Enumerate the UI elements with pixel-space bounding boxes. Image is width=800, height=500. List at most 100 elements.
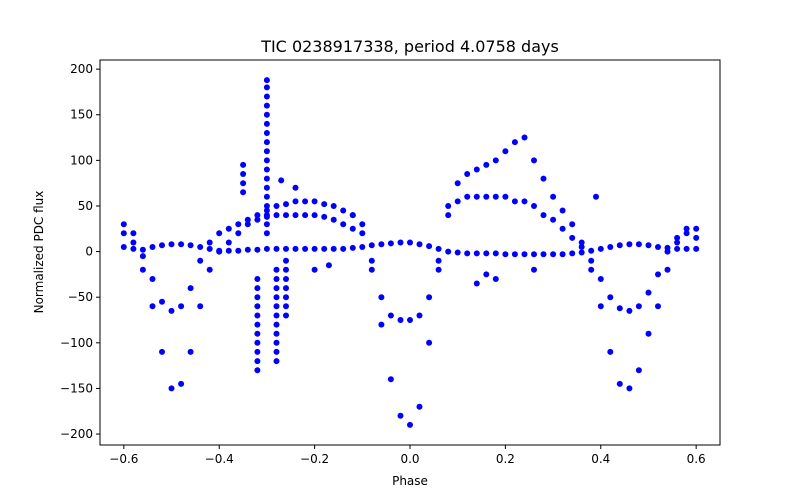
data-point [607, 244, 614, 250]
data-point [511, 139, 518, 146]
data-point [330, 245, 337, 252]
data-point [216, 248, 223, 255]
data-point [302, 198, 309, 205]
x-tick-label: 0.2 [496, 452, 515, 466]
data-point [206, 245, 213, 252]
data-point [407, 239, 413, 246]
data-point [292, 198, 299, 205]
data-point [139, 253, 146, 260]
data-point [511, 198, 518, 205]
data-point [254, 339, 261, 346]
data-point [254, 285, 261, 292]
data-point [273, 294, 280, 301]
data-point [626, 307, 633, 314]
y-tick-label: 50 [78, 199, 93, 213]
data-point [550, 193, 557, 200]
data-point [454, 249, 461, 256]
data-point [263, 184, 270, 191]
data-point [283, 257, 289, 264]
data-point [397, 317, 404, 323]
data-point [674, 234, 681, 241]
data-point [240, 161, 247, 168]
data-point [483, 271, 490, 278]
data-point [445, 248, 452, 255]
data-point [559, 225, 566, 232]
data-point [502, 193, 509, 200]
data-point [426, 339, 433, 346]
data-point [674, 245, 681, 252]
data-point [159, 242, 165, 249]
data-point [416, 241, 423, 248]
data-point [292, 184, 299, 191]
data-point [302, 212, 309, 219]
chart-title: TIC 0238917338, period 4.0758 days [260, 37, 559, 56]
data-point [635, 303, 642, 310]
data-point [321, 201, 328, 208]
data-point [292, 245, 299, 252]
data-point [254, 358, 261, 365]
data-point [292, 212, 299, 219]
data-point [521, 251, 528, 258]
data-point [502, 148, 509, 155]
data-point [378, 294, 385, 301]
data-point [473, 280, 480, 287]
data-point [540, 212, 547, 219]
data-point [664, 266, 671, 273]
data-point [588, 257, 595, 264]
x-tick-label: 0.6 [687, 452, 706, 466]
data-point [578, 249, 585, 256]
data-point [283, 294, 289, 301]
data-point [378, 321, 385, 328]
data-point [349, 212, 356, 219]
data-point [240, 171, 247, 177]
data-point [416, 312, 423, 319]
data-point [120, 230, 127, 237]
data-point [597, 276, 604, 282]
data-point [206, 266, 213, 273]
data-point [321, 245, 328, 252]
data-point [187, 242, 194, 249]
data-point [550, 251, 557, 258]
data-point [655, 303, 661, 310]
data-point [120, 244, 127, 250]
y-tick-label: −150 [60, 381, 93, 395]
data-point [531, 203, 537, 209]
data-point [578, 239, 585, 246]
data-point [149, 244, 156, 250]
data-point [588, 247, 595, 254]
data-point [263, 130, 270, 136]
data-point [349, 225, 356, 232]
x-tick-label: 0.4 [591, 452, 610, 466]
data-point [254, 367, 261, 374]
data-point [263, 77, 270, 84]
y-tick-label: −50 [68, 290, 93, 304]
data-point [273, 303, 280, 310]
data-point [273, 266, 280, 273]
data-point [235, 247, 242, 254]
data-point [635, 241, 642, 248]
data-point [263, 212, 270, 219]
data-point [693, 245, 700, 252]
data-point [340, 245, 347, 252]
y-tick-label: −100 [60, 336, 93, 350]
data-point [664, 248, 671, 255]
data-point [407, 421, 413, 428]
data-point [254, 216, 261, 223]
data-point [254, 312, 261, 319]
data-point [244, 216, 251, 223]
data-point [340, 221, 347, 228]
data-point [531, 266, 537, 273]
x-tick-label: −0.6 [109, 452, 138, 466]
data-point [330, 216, 337, 223]
data-point [588, 266, 595, 273]
data-point [387, 312, 394, 319]
data-point [674, 239, 681, 246]
data-point [283, 303, 289, 310]
y-tick-label: 200 [70, 62, 93, 76]
y-tick-label: −200 [60, 427, 93, 441]
data-point [635, 367, 642, 374]
data-point [426, 243, 433, 250]
data-point [616, 305, 623, 312]
data-point [263, 102, 270, 109]
data-point [445, 203, 452, 209]
